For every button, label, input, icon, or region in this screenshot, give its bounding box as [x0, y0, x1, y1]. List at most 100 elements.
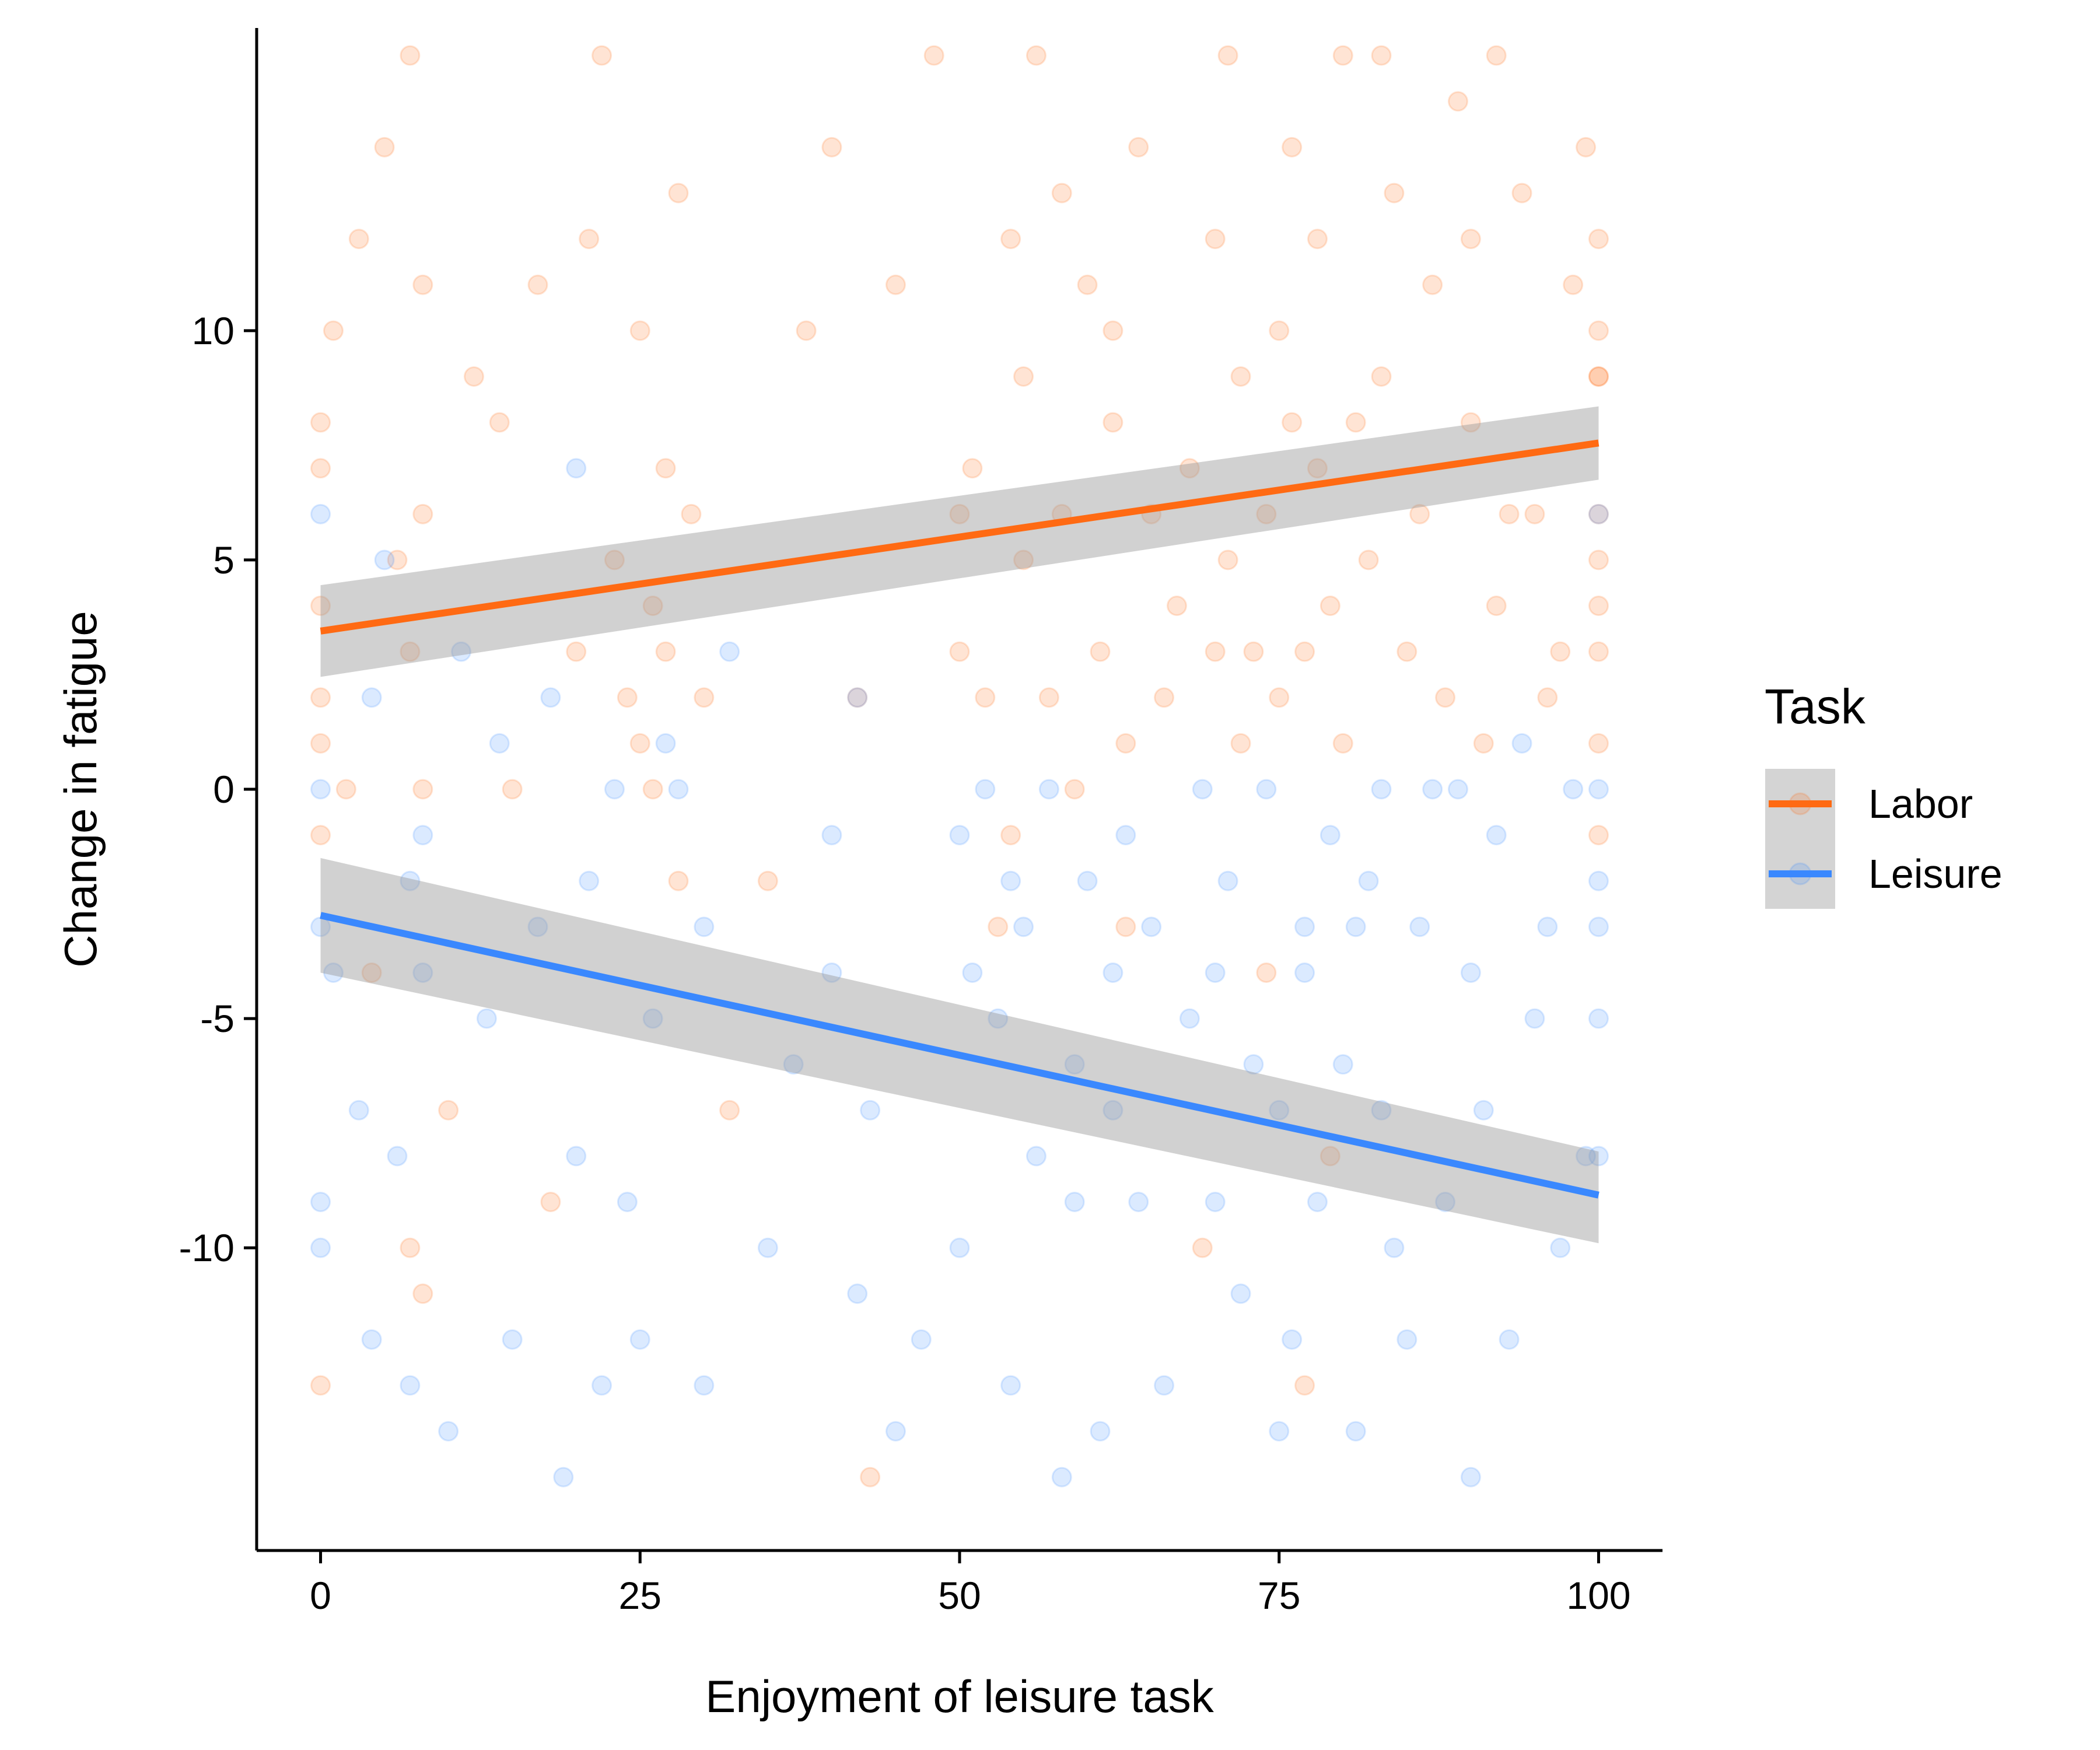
legend-item-labor: Labor — [1765, 769, 1973, 839]
labor-point — [592, 45, 612, 66]
labor-point — [412, 503, 433, 524]
labor-point — [1038, 687, 1059, 708]
leisure-point — [1460, 962, 1481, 983]
labor-point — [1332, 45, 1353, 66]
labor-point — [1473, 733, 1494, 754]
labor-point — [1307, 229, 1328, 250]
labor-point — [335, 779, 356, 800]
legend-label-leisure: Leisure — [1868, 851, 2003, 897]
labor-point — [1115, 733, 1136, 754]
labor-point — [949, 641, 970, 662]
labor-point — [1588, 825, 1609, 846]
labor-point — [1486, 596, 1507, 617]
labor-point — [1000, 825, 1021, 846]
y-tick-label: 0 — [213, 768, 235, 811]
leisure-point — [1077, 870, 1098, 891]
labor-point — [1115, 916, 1136, 937]
leisure-point — [1563, 779, 1584, 800]
leisure-point — [1282, 1329, 1303, 1350]
labor-point — [1013, 550, 1034, 570]
leisure-point — [1013, 916, 1034, 937]
leisure-point — [1294, 962, 1315, 983]
labor-point — [1550, 641, 1571, 662]
leisure-point — [1588, 916, 1609, 937]
labor-point — [1256, 503, 1277, 524]
labor-point — [655, 458, 676, 479]
leisure-point — [1000, 870, 1021, 891]
labor-point — [463, 366, 484, 387]
labor-point — [1217, 45, 1238, 66]
leisure-point — [783, 1054, 804, 1075]
leisure-point — [1038, 779, 1059, 800]
labor-point — [579, 229, 600, 250]
labor-point — [1460, 229, 1481, 250]
legend: Task Labor Leisure — [1765, 679, 2003, 909]
labor-point — [1090, 641, 1111, 662]
leisure-point — [579, 870, 600, 891]
labor-point — [1332, 733, 1353, 754]
leisure-point — [1154, 1375, 1175, 1396]
labor-point — [949, 503, 970, 524]
leisure-point — [949, 1237, 970, 1258]
leisure-point — [655, 733, 676, 754]
y-tick-label: -5 — [200, 997, 235, 1040]
labor-point — [1422, 274, 1443, 295]
labor-point — [962, 458, 983, 479]
leisure-point — [847, 687, 868, 708]
leisure-point — [361, 687, 382, 708]
labor-point — [1588, 320, 1609, 341]
labor-point — [975, 687, 996, 708]
labor-point — [1192, 1237, 1213, 1258]
labor-point — [923, 45, 944, 66]
labor-point — [1128, 136, 1149, 158]
leisure-point — [1358, 870, 1379, 891]
leisure-point — [962, 962, 983, 983]
leisure-point — [1205, 1192, 1226, 1213]
leisure-point — [1422, 779, 1443, 800]
leisure-point — [1102, 1100, 1124, 1121]
labor-point — [566, 641, 587, 662]
labor-point — [310, 687, 331, 708]
labor-point — [1396, 641, 1418, 662]
leisure-point — [988, 1008, 1009, 1029]
labor-point — [1588, 366, 1609, 387]
labor-point — [642, 596, 663, 617]
labor-point — [1282, 412, 1303, 433]
leisure-point — [1550, 1237, 1571, 1258]
leisure-point — [1409, 916, 1430, 937]
x-tick-label: 0 — [310, 1574, 331, 1617]
labor-point — [310, 458, 331, 479]
labor-point — [310, 733, 331, 754]
labor-point — [348, 229, 369, 250]
labor-point — [668, 183, 689, 204]
y-tick-label: -10 — [179, 1226, 235, 1269]
labor-point — [1269, 320, 1290, 341]
labor-point — [374, 136, 395, 158]
leisure-point — [1537, 916, 1558, 937]
leisure-point — [1026, 1146, 1046, 1167]
labor-point — [1166, 596, 1187, 617]
labor-point — [540, 1192, 561, 1213]
y-tick-label: 5 — [213, 538, 235, 582]
labor-point — [361, 962, 382, 983]
labor-point — [1537, 687, 1558, 708]
x-tick-label: 25 — [619, 1574, 662, 1617]
labor-point — [1576, 136, 1597, 158]
leisure-point — [1371, 779, 1392, 800]
axes: 0 25 50 75 100 -10 -5 0 5 10 Enjoyment of leisur… — [55, 28, 1662, 1722]
labor-point — [400, 641, 421, 662]
leisure-point — [757, 1237, 778, 1258]
labor-point — [1499, 503, 1520, 524]
leisure-point — [949, 825, 970, 846]
leisure-point — [1064, 1054, 1085, 1075]
leisure-point — [1588, 870, 1609, 891]
leisure-point — [310, 779, 331, 800]
labor-point — [617, 687, 638, 708]
x-tick-label: 75 — [1258, 1574, 1300, 1617]
labor-point — [1217, 550, 1238, 570]
labor-trend-line — [320, 439, 1600, 635]
labor-point — [1179, 458, 1200, 479]
leisure-point — [1332, 1054, 1353, 1075]
leisure-point — [1141, 916, 1162, 937]
